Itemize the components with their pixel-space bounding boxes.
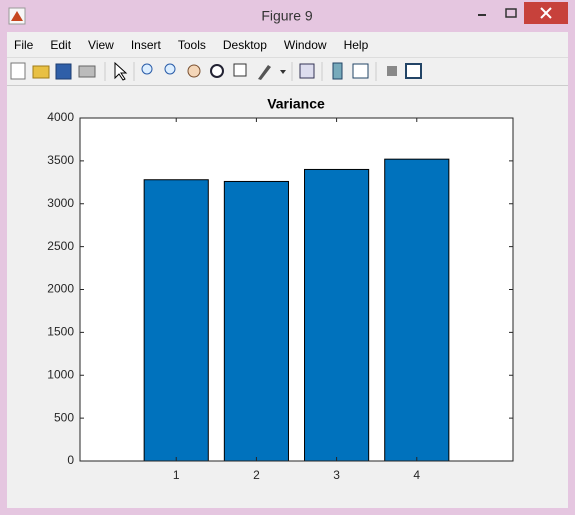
x-tick-label: 3 <box>333 468 340 482</box>
menu-item[interactable]: Desktop <box>223 38 267 52</box>
save-icon[interactable] <box>55 63 72 80</box>
y-tick-label: 2000 <box>47 282 74 296</box>
menu-item[interactable]: Insert <box>131 38 162 52</box>
colorbar-icon[interactable] <box>332 62 343 80</box>
new-icon[interactable] <box>10 62 26 80</box>
axes-box <box>79 117 514 462</box>
y-tick-label: 4000 <box>47 110 74 124</box>
y-tick-label: 2500 <box>47 239 74 253</box>
menu-bar: File Edit View Insert Tools Desktop Window Help <box>14 38 369 52</box>
toolbar <box>10 61 422 81</box>
maximize-icon <box>505 8 517 18</box>
y-tick-label: 1500 <box>47 325 74 339</box>
bar <box>143 179 209 462</box>
dropdown-icon[interactable] <box>280 70 286 74</box>
separator <box>7 85 568 86</box>
separator <box>7 57 568 58</box>
open-icon[interactable] <box>32 65 50 79</box>
menu-item[interactable]: File <box>14 38 34 52</box>
menu-item[interactable]: Tools <box>178 38 206 52</box>
hide-tools-icon[interactable] <box>387 66 397 76</box>
y-tick-label: 0 <box>67 453 74 467</box>
zoom-out-icon[interactable] <box>164 63 176 75</box>
chart-title: Variance <box>267 96 325 112</box>
y-tick-label: 1000 <box>47 367 74 381</box>
zoom-in-icon[interactable] <box>141 63 153 75</box>
menu-item[interactable]: Edit <box>50 38 71 52</box>
y-tick-label: 3500 <box>47 153 74 167</box>
pan-icon[interactable] <box>187 64 201 78</box>
x-tick-label: 1 <box>173 468 180 482</box>
menu-item[interactable]: Window <box>284 38 327 52</box>
print-icon[interactable] <box>78 65 96 78</box>
close-icon <box>540 7 552 19</box>
y-tick-label: 500 <box>54 410 74 424</box>
x-tick-label: 2 <box>253 468 260 482</box>
bar <box>223 180 289 462</box>
bar <box>304 168 370 462</box>
chart: Variance 0 500 1000 1500 2000 2500 3000 3500 400… <box>47 96 514 482</box>
rotate-icon[interactable] <box>210 64 224 78</box>
legend-icon[interactable] <box>352 63 369 79</box>
bar <box>384 158 450 462</box>
window-title: Figure 9 <box>261 8 313 24</box>
menu-item[interactable]: Help <box>344 38 369 52</box>
y-tick-label: 3000 <box>47 196 74 210</box>
link-icon[interactable] <box>299 63 315 79</box>
matlab-logo <box>11 11 23 21</box>
brush-icon[interactable] <box>258 65 271 80</box>
menu-item[interactable]: View <box>88 38 114 52</box>
data-cursor-icon[interactable] <box>233 63 247 77</box>
pointer-icon[interactable] <box>114 61 128 81</box>
x-tick-label: 4 <box>413 468 420 482</box>
show-tools-icon[interactable] <box>405 63 422 79</box>
